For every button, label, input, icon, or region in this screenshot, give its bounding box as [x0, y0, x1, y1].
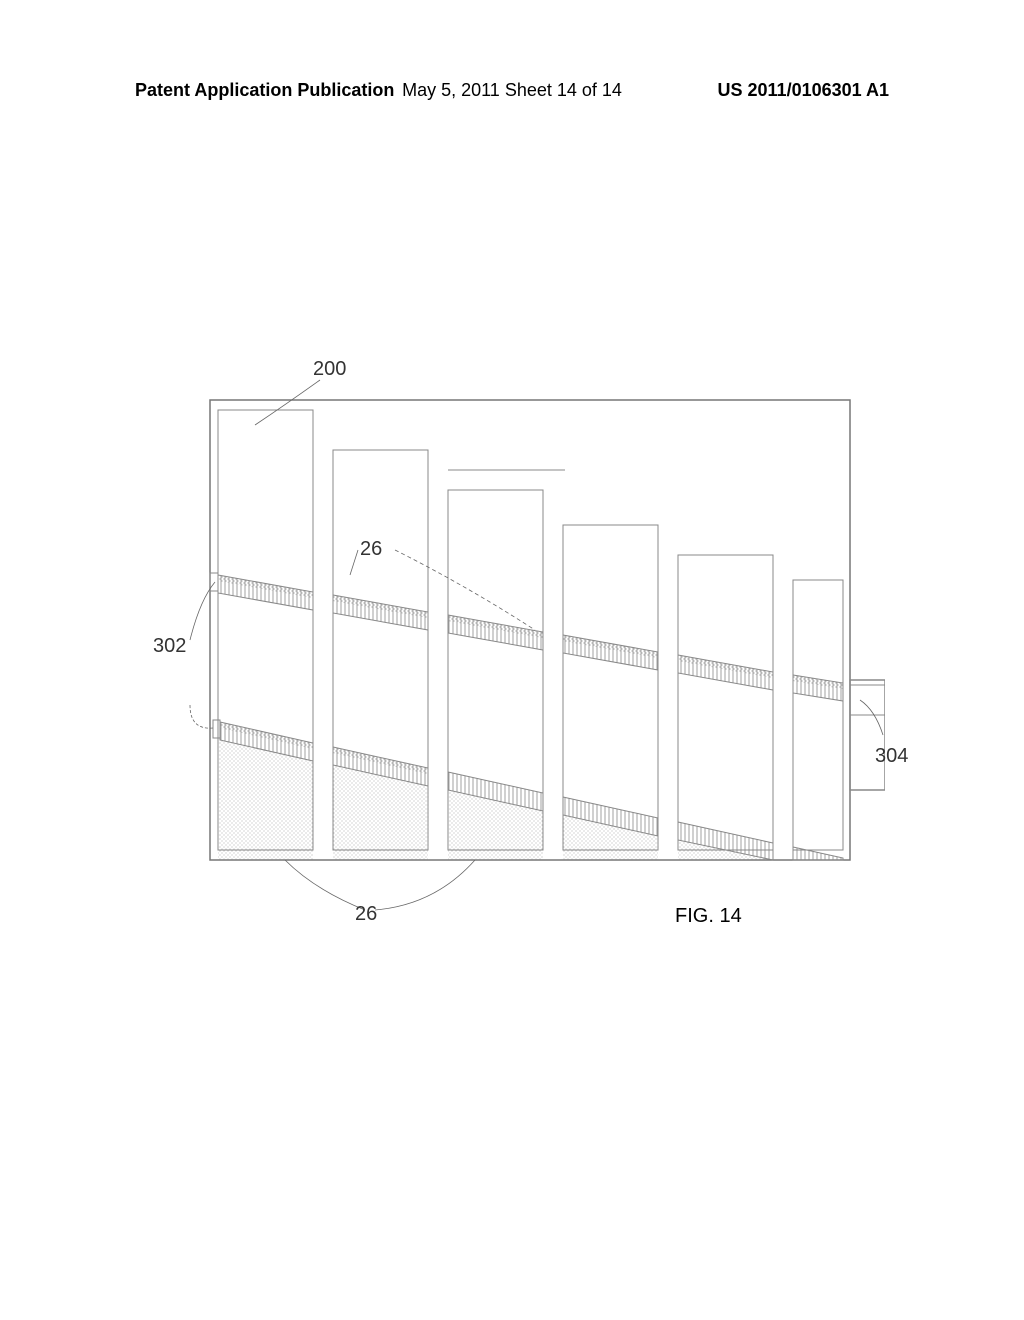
ref-26-top: 26	[360, 538, 382, 561]
ref-302: 302	[153, 635, 186, 658]
header-patent-number: US 2011/0106301 A1	[718, 80, 889, 101]
patent-figure: 200 26 302 304 26 FIG. 14	[135, 350, 885, 930]
page-header: Patent Application Publication May 5, 20…	[135, 80, 889, 101]
figure-caption: FIG. 14	[675, 905, 742, 928]
figure-diagram	[135, 350, 885, 930]
ref-200: 200	[313, 358, 346, 381]
header-publication: Patent Application Publication	[135, 80, 394, 101]
ref-304: 304	[875, 745, 908, 768]
ref-26-bottom: 26	[355, 903, 377, 926]
header-date-sheet: May 5, 2011 Sheet 14 of 14	[402, 80, 622, 101]
upper-conveyor	[210, 573, 843, 701]
